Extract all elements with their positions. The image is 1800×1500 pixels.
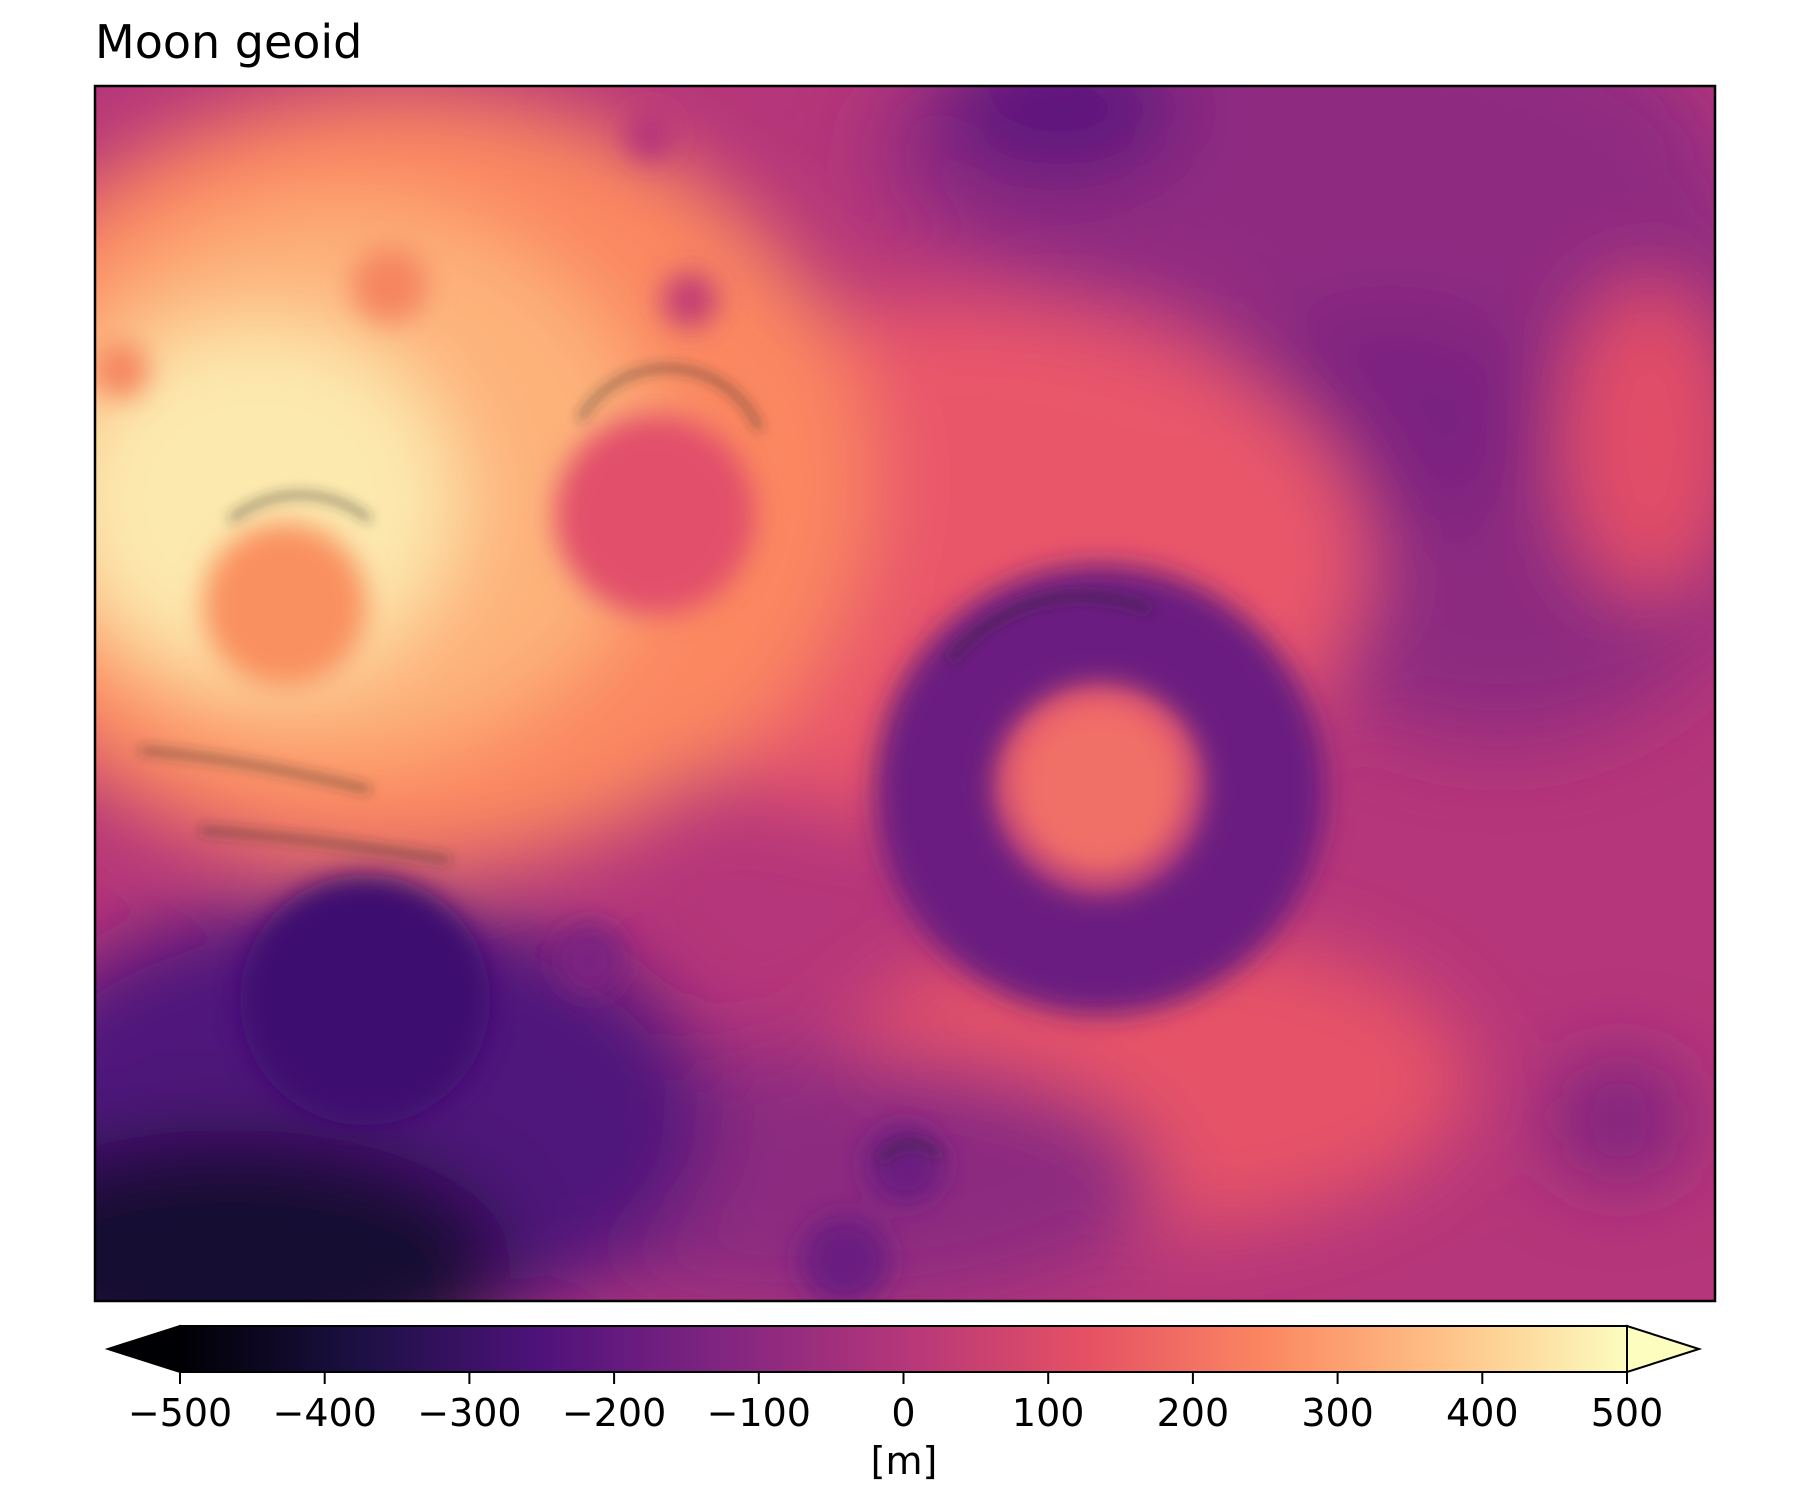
ring-crater-floor xyxy=(1015,705,1185,875)
rim-shade-2 xyxy=(946,592,1152,663)
rim-shade-4 xyxy=(199,826,451,864)
mid-crater-2 xyxy=(865,1125,945,1205)
right-low-spot xyxy=(1550,1060,1690,1180)
rim-shade-5 xyxy=(576,364,764,432)
colorbar-tick-label: 400 xyxy=(1446,1391,1519,1435)
colorbar-tick-label: 100 xyxy=(1012,1391,1085,1435)
colorbar-tick-label: −500 xyxy=(128,1391,232,1435)
top-crater xyxy=(662,272,718,328)
colorbar-ticks: −500 −400 −300 −200 −100 0 100 200 300 400 500 xyxy=(128,1372,1663,1435)
plot-frame xyxy=(93,84,1717,1303)
rim-shade-3 xyxy=(139,746,371,794)
colorbar-tick-label: 300 xyxy=(1301,1391,1374,1435)
right-warm-patch xyxy=(1560,280,1715,600)
mid-crater-1 xyxy=(555,925,625,995)
rim-shade-6 xyxy=(876,1139,943,1163)
colorbar-tick-label: −400 xyxy=(273,1391,377,1435)
colorbar-tick-label: −100 xyxy=(707,1391,811,1435)
geoid-map xyxy=(95,86,1715,1301)
colorbar-label: [m] xyxy=(871,1439,938,1483)
highland-crater xyxy=(203,523,367,687)
mid-crater-3 xyxy=(800,1215,890,1301)
ring-crater-rim xyxy=(875,565,1325,1015)
highland-crater-small-2 xyxy=(95,342,148,398)
top-dark-spot xyxy=(940,86,1180,180)
colorbar-body xyxy=(180,1326,1627,1372)
crater-rim-shading xyxy=(139,364,1152,1163)
lower-left-basin xyxy=(240,875,490,1125)
colorbar-tick-label: 0 xyxy=(891,1391,915,1435)
colorbar-tick-label: −200 xyxy=(562,1391,666,1435)
bottom-left-dark xyxy=(95,1130,510,1301)
colorbar-extend-max xyxy=(1626,1324,1703,1374)
colorbar-extend-min xyxy=(104,1324,181,1374)
rim-shade-1 xyxy=(227,490,373,524)
highland-crater-small-1 xyxy=(352,247,428,323)
chart-title: Moon geoid xyxy=(95,15,362,69)
top-crater-2 xyxy=(625,110,675,160)
colorbar-tick-label: 200 xyxy=(1157,1391,1230,1435)
map-craters xyxy=(95,110,1325,1301)
colorbar: −500 −400 −300 −200 −100 0 100 200 300 400 500 [m] xyxy=(104,1324,1703,1483)
colorbar-tick-label: −300 xyxy=(417,1391,521,1435)
colorbar-tick-label: 500 xyxy=(1591,1391,1664,1435)
upper-central-crater xyxy=(555,415,755,615)
